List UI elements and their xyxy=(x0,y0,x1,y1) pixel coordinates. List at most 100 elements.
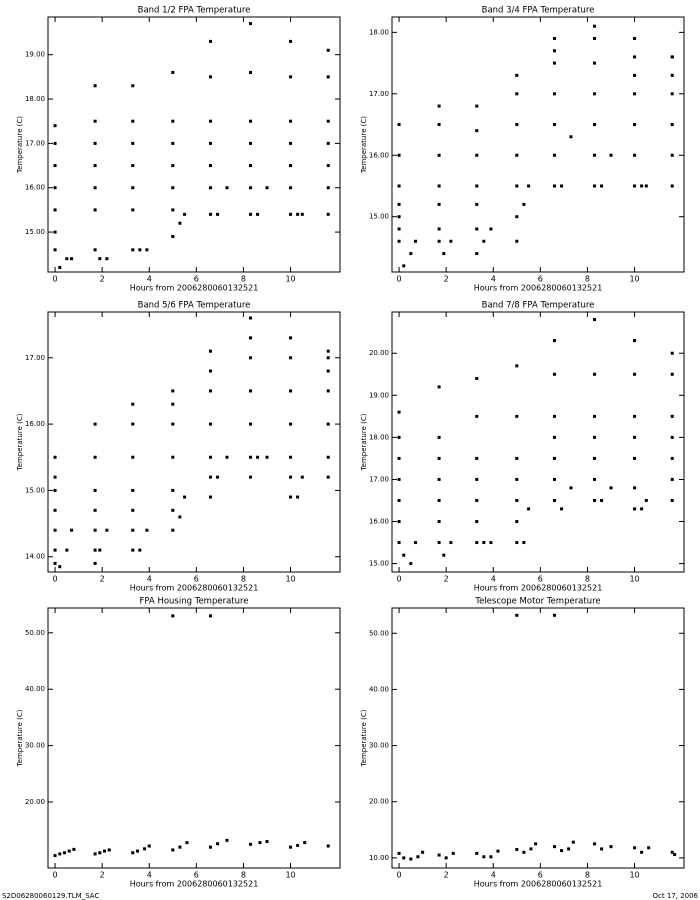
x-tick-label: 4 xyxy=(491,275,496,284)
data-point xyxy=(326,349,330,353)
data-point xyxy=(552,372,556,376)
data-point xyxy=(522,541,526,545)
data-point xyxy=(515,541,519,545)
data-point xyxy=(98,548,102,552)
data-point xyxy=(475,129,479,133)
data-point xyxy=(552,37,556,41)
data-point xyxy=(593,842,597,846)
data-point xyxy=(397,215,401,219)
data-point xyxy=(65,257,69,261)
data-point xyxy=(249,141,253,145)
data-point xyxy=(552,477,556,481)
data-point xyxy=(53,854,57,858)
data-point xyxy=(93,208,97,212)
x-axis-label: Hours from 2006280060132521 xyxy=(130,880,259,889)
data-point xyxy=(249,164,253,168)
data-point xyxy=(552,153,556,157)
y-tick-label: 19.00 xyxy=(25,51,45,59)
x-tick-label: 10 xyxy=(285,575,295,584)
data-point xyxy=(593,456,597,460)
data-point xyxy=(289,212,293,216)
data-point xyxy=(633,37,637,41)
data-point xyxy=(135,849,139,853)
data-point xyxy=(437,520,441,524)
data-point xyxy=(475,414,479,418)
data-point xyxy=(58,852,62,856)
data-point xyxy=(397,202,401,206)
data-point xyxy=(131,402,135,406)
data-point xyxy=(171,422,175,426)
data-point xyxy=(249,356,253,360)
data-point xyxy=(496,849,500,853)
data-point xyxy=(567,847,571,851)
data-point xyxy=(131,164,135,168)
data-point xyxy=(93,141,97,145)
data-point xyxy=(171,70,175,74)
data-point xyxy=(515,92,519,96)
data-point xyxy=(475,252,479,256)
data-point xyxy=(670,456,674,460)
data-point xyxy=(296,843,300,847)
data-point xyxy=(98,851,102,855)
chart-title: Band 5/6 FPA Temperature xyxy=(138,301,251,311)
y-tick-label: 16.00 xyxy=(25,184,45,192)
x-tick-label: 8 xyxy=(585,275,590,284)
data-point xyxy=(143,847,147,851)
data-point xyxy=(569,486,573,490)
x-tick-label: 0 xyxy=(53,575,58,584)
data-point xyxy=(208,119,212,123)
data-point xyxy=(593,414,597,418)
data-point xyxy=(515,364,519,368)
data-point xyxy=(397,435,401,439)
data-point xyxy=(326,75,330,79)
data-point xyxy=(633,153,637,157)
data-point xyxy=(515,239,519,243)
data-point xyxy=(437,477,441,481)
data-point xyxy=(397,498,401,502)
data-point xyxy=(65,548,69,552)
data-point xyxy=(131,248,135,252)
data-point xyxy=(593,61,597,65)
x-tick-label: 0 xyxy=(53,275,58,284)
data-point xyxy=(105,257,109,261)
data-point xyxy=(208,75,212,79)
data-point xyxy=(53,248,57,252)
y-tick-label: 40.00 xyxy=(25,685,45,693)
data-point xyxy=(93,84,97,88)
data-point xyxy=(296,212,300,216)
data-point xyxy=(326,369,330,373)
data-point xyxy=(670,850,674,854)
plot-frame xyxy=(391,311,685,573)
data-point xyxy=(633,507,637,511)
data-point xyxy=(208,422,212,426)
data-point xyxy=(451,851,455,855)
data-point xyxy=(444,856,448,860)
data-point xyxy=(421,850,425,854)
data-point xyxy=(178,221,182,225)
data-point xyxy=(633,123,637,127)
chart-title: Band 1/2 FPA Temperature xyxy=(138,6,251,16)
data-point xyxy=(138,248,142,252)
data-point xyxy=(171,164,175,168)
data-point xyxy=(475,541,479,545)
data-point xyxy=(397,520,401,524)
data-point xyxy=(593,24,597,28)
x-tick-label: 0 xyxy=(397,871,402,880)
data-point xyxy=(633,339,637,343)
data-point xyxy=(475,520,479,524)
data-point xyxy=(593,477,597,481)
data-point xyxy=(131,422,135,426)
data-point xyxy=(552,613,556,617)
data-point xyxy=(552,184,556,188)
data-point xyxy=(131,141,135,145)
data-point xyxy=(225,455,229,459)
data-point xyxy=(593,37,597,41)
data-point xyxy=(289,495,293,499)
data-point xyxy=(489,227,493,231)
x-tick-label: 6 xyxy=(538,871,543,880)
data-point xyxy=(552,92,556,96)
chart-title: Band 7/8 FPA Temperature xyxy=(482,301,595,311)
plot-frame xyxy=(391,607,685,869)
data-point xyxy=(289,356,293,360)
data-point xyxy=(105,528,109,532)
